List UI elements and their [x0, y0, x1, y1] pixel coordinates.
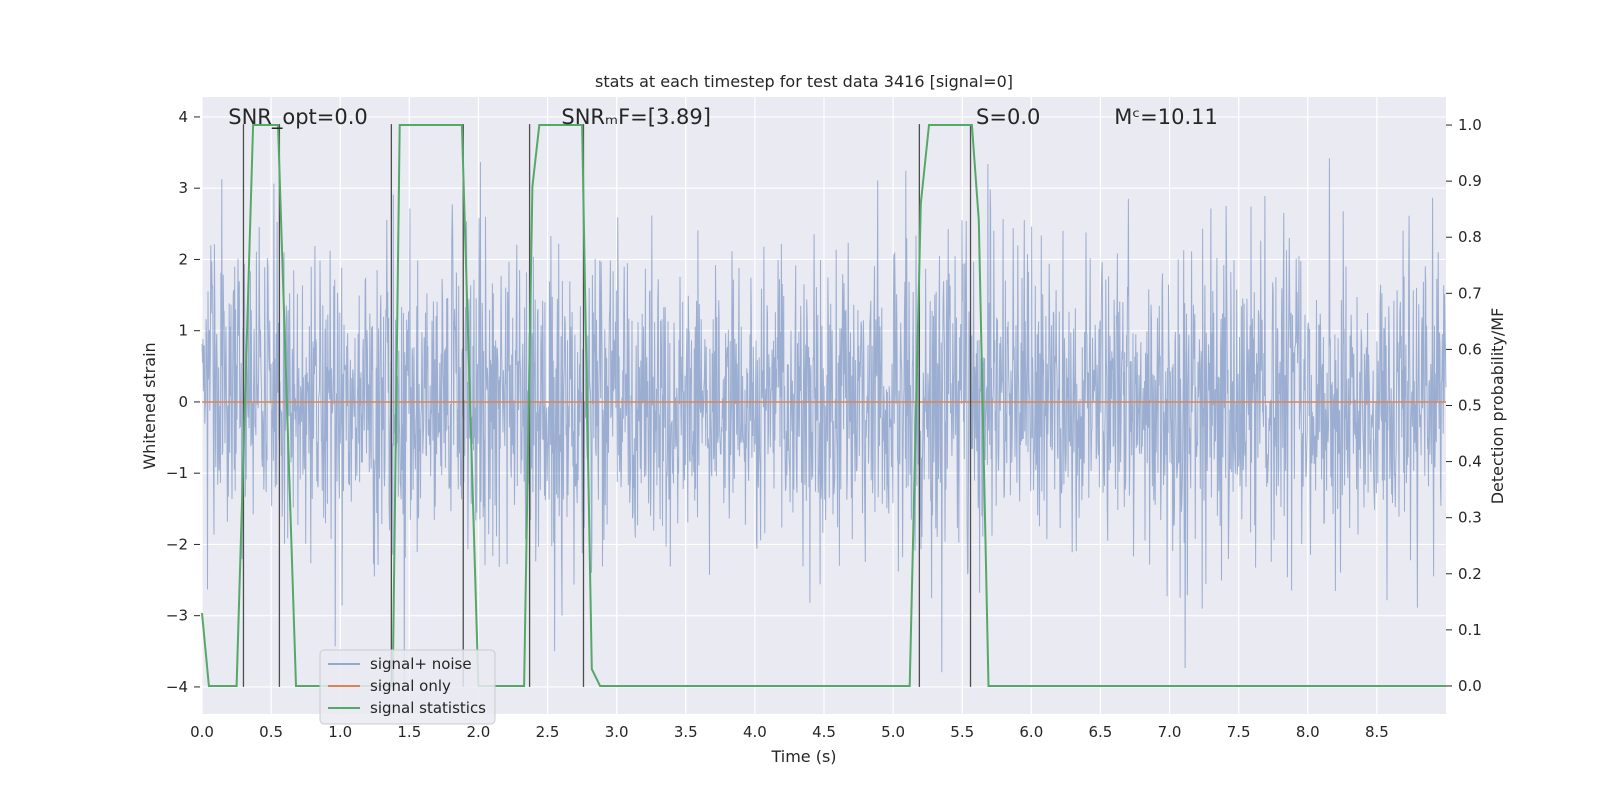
noise-trace [201, 158, 1447, 682]
legend: signal+ noise signal only signal statist… [319, 649, 496, 725]
right-y-tick-label: 0.0 [1458, 677, 1482, 695]
right-y-tick-label: 0.2 [1458, 565, 1482, 583]
x-tick-label: 3.5 [674, 723, 698, 741]
x-tick-label: 4.5 [812, 723, 836, 741]
x-tick-label: 0.0 [190, 723, 214, 741]
x-tick-label: 8.0 [1296, 723, 1320, 741]
statistics-line [201, 124, 1446, 687]
legend-noise-label: signal+ noise [370, 655, 472, 673]
x-tick-label: 5.5 [950, 723, 974, 741]
legend-statistics-label: signal statistics [370, 699, 486, 717]
right-y-tick-label: 0.9 [1458, 172, 1482, 190]
left-y-tick-label: 0 [178, 393, 188, 411]
left-y-tick-label: 1 [178, 322, 188, 340]
annotations: SNR_opt=0.0 SNRₘF=[3.89] S=0.0 Mᶜ=10.11 [228, 105, 1218, 130]
left-y-tick-label: 3 [178, 179, 188, 197]
legend-signal-label: signal only [370, 677, 451, 695]
left-y-tick-label: −2 [166, 535, 188, 553]
right-y-tick-label: 1.0 [1458, 116, 1482, 134]
right-y-tick-label: 0.4 [1458, 453, 1482, 471]
x-tick-label: 6.0 [1019, 723, 1043, 741]
legend-box [319, 649, 496, 725]
x-tick-label: 0.5 [259, 723, 283, 741]
x-tick-label: 1.0 [328, 723, 352, 741]
left-y-tick-label: −3 [166, 607, 188, 625]
right-y-axis-ticks: 1.0 0.9 0.8 0.7 0.6 0.5 0.4 0.3 0.2 0.1 0.0 [1446, 116, 1482, 695]
chart-title: stats at each timestep for test data 341… [595, 72, 1013, 91]
left-y-tick-label: −4 [166, 678, 188, 696]
right-y-tick-label: 0.6 [1458, 340, 1482, 358]
right-y-tick-label: 0.5 [1458, 397, 1482, 415]
annotation-text: SNRₘF=[3.89] [561, 105, 711, 129]
x-tick-label: 2.5 [536, 723, 560, 741]
noise-series [201, 158, 1447, 682]
x-tick-label: 7.0 [1158, 723, 1182, 741]
right-y-tick-label: 0.8 [1458, 228, 1482, 246]
right-y-tick-label: 0.3 [1458, 509, 1482, 527]
right-y-axis-label: Detection probability/MF [1488, 308, 1507, 505]
annotation-text: S=0.0 [976, 105, 1040, 129]
x-axis-label: Time (s) [770, 747, 836, 766]
x-tick-label: 7.5 [1227, 723, 1251, 741]
x-tick-label: 5.0 [881, 723, 905, 741]
left-y-axis-ticks: 4 3 2 1 0 −1 −2 −3 −4 [166, 108, 200, 696]
x-tick-label: 8.5 [1365, 723, 1389, 741]
right-y-tick-label: 0.7 [1458, 284, 1482, 302]
left-y-axis-label: Whitened strain [140, 342, 159, 469]
right-y-tick-label: 0.1 [1458, 621, 1482, 639]
left-y-tick-label: 4 [178, 108, 188, 126]
statistics-series [201, 124, 1446, 687]
left-y-tick-label: −1 [166, 464, 188, 482]
x-tick-label: 6.5 [1089, 723, 1113, 741]
x-tick-label: 2.0 [467, 723, 491, 741]
annotation-text: Mᶜ=10.11 [1114, 105, 1218, 129]
left-y-tick-label: 2 [178, 250, 188, 268]
x-tick-label: 1.5 [397, 723, 421, 741]
x-axis-ticks: 0.0 0.5 1.0 1.5 2.0 2.5 3.0 3.5 4.0 4.5 5.0 5.5 6.0 6… [190, 723, 1389, 741]
x-tick-label: 3.0 [605, 723, 629, 741]
annotation-text: SNR_opt=0.0 [228, 105, 368, 130]
x-tick-label: 4.0 [743, 723, 767, 741]
